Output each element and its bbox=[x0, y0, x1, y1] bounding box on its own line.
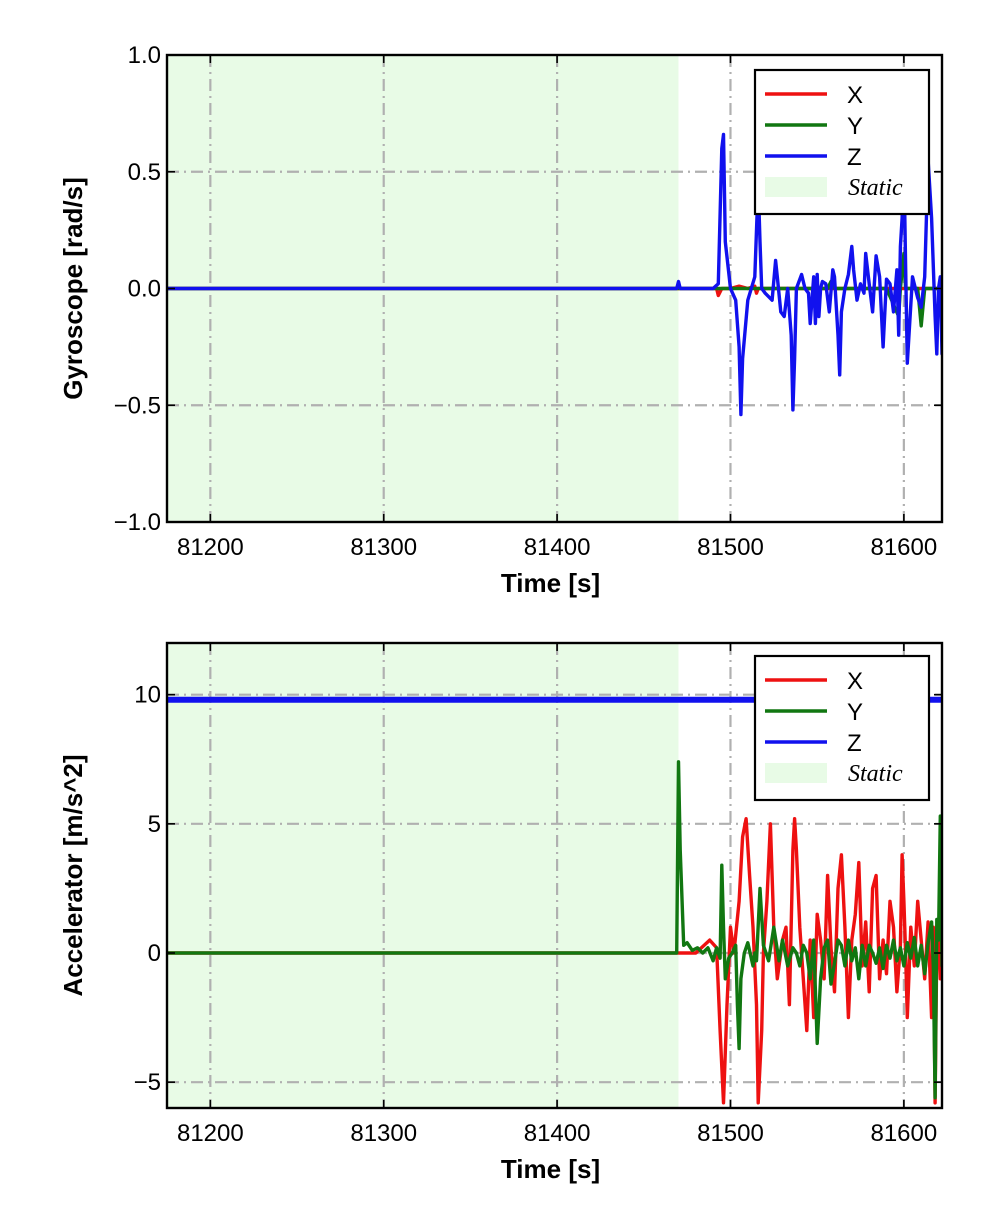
legend-label-x: X bbox=[847, 82, 863, 109]
x-tick-label: 81200 bbox=[177, 534, 244, 561]
legend: XYZ Static bbox=[753, 654, 931, 802]
legend-label-static: Static bbox=[848, 761, 903, 787]
plot-frame bbox=[165, 641, 944, 1110]
x-tick-label: 81400 bbox=[524, 1120, 591, 1147]
y-tick-label: 1.0 bbox=[128, 42, 161, 69]
x-tick-label: 81500 bbox=[697, 534, 764, 561]
x-axis-label: Time [s] bbox=[501, 1154, 600, 1184]
legend-label-static: Static bbox=[848, 175, 903, 201]
x-axis-label: Time [s] bbox=[501, 568, 600, 598]
x-tick-label: 81300 bbox=[350, 534, 417, 561]
legend-label-x: X bbox=[847, 668, 863, 695]
gyroscope-chart: 81200 81300 81400 81500 81600 −1.0 −0.5 0.0 0.5 1… bbox=[58, 42, 944, 598]
legend-label-y: Y bbox=[847, 113, 863, 140]
y-tick-label: 0.0 bbox=[128, 276, 161, 303]
x-tick-label: 81600 bbox=[870, 1120, 937, 1147]
y-tick-label: −1.0 bbox=[114, 509, 161, 536]
y-tick-label: 0 bbox=[148, 940, 161, 967]
x-tick-label: 81300 bbox=[350, 1120, 417, 1147]
y-axis-label: Accelerator [m/s^2] bbox=[58, 754, 88, 996]
legend-swatch-static bbox=[765, 177, 827, 197]
x-tick-label: 81500 bbox=[697, 1120, 764, 1147]
legend-label-z: Z bbox=[847, 144, 862, 171]
legend-label-y: Y bbox=[847, 699, 863, 726]
y-axis-label: Gyroscope [rad/s] bbox=[58, 177, 88, 400]
accelerator-chart: 81200 81300 81400 81500 81600 −5 0 5 10 Time [s] A… bbox=[58, 641, 944, 1184]
series-x-line bbox=[167, 817, 942, 1105]
y-tick-label: 10 bbox=[134, 682, 161, 709]
legend-swatch-static bbox=[765, 763, 827, 783]
y-tick-label: −0.5 bbox=[114, 392, 161, 419]
static-region bbox=[167, 643, 679, 1108]
x-tick-label: 81400 bbox=[524, 534, 591, 561]
legend-label-z: Z bbox=[847, 730, 862, 757]
legend: XYZ Static bbox=[753, 68, 931, 216]
series-y-line bbox=[167, 760, 942, 1100]
y-tick-label: 5 bbox=[148, 811, 161, 838]
y-tick-label: −5 bbox=[134, 1069, 161, 1096]
x-tick-label: 81200 bbox=[177, 1120, 244, 1147]
x-tick-label: 81600 bbox=[870, 534, 937, 561]
y-tick-label: 0.5 bbox=[128, 159, 161, 186]
